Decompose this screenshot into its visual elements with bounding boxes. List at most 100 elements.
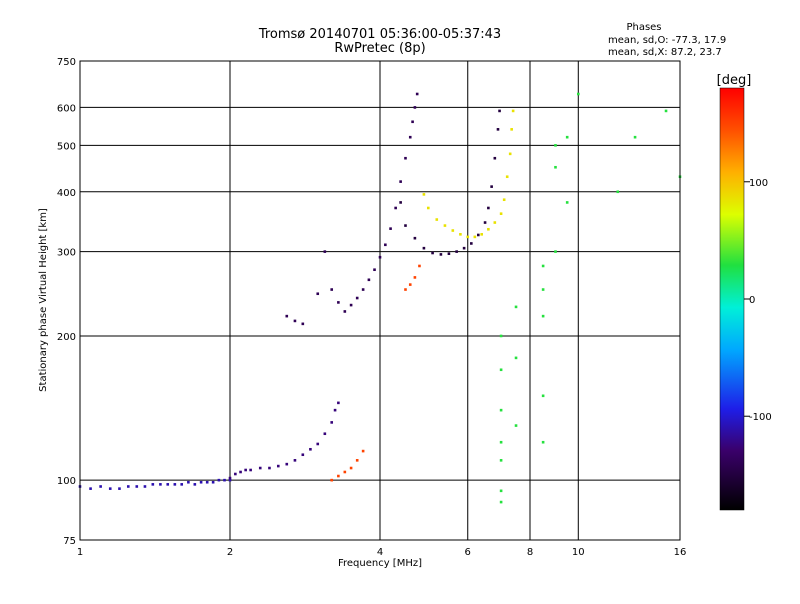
- data-point: [159, 483, 162, 486]
- data-point: [356, 459, 359, 462]
- data-point: [174, 483, 177, 486]
- colorbar-ticks: 1000-100: [744, 178, 772, 423]
- data-point: [285, 315, 288, 318]
- data-point: [309, 448, 312, 451]
- data-point: [350, 467, 353, 470]
- colorbar-label: [deg]: [717, 73, 752, 88]
- y-tick-label: 200: [57, 332, 76, 343]
- series-3: [399, 110, 501, 256]
- colorbar-gradient: [720, 88, 744, 510]
- data-point: [166, 483, 169, 486]
- data-point: [118, 487, 121, 490]
- data-point: [616, 190, 619, 193]
- data-point: [634, 136, 637, 139]
- y-tick-label: 400: [57, 188, 76, 199]
- data-point: [259, 467, 262, 470]
- data-point: [506, 175, 509, 178]
- data-point: [427, 207, 430, 210]
- data-point: [212, 481, 215, 484]
- data-point: [152, 483, 155, 486]
- data-point: [431, 252, 434, 255]
- data-point: [356, 297, 359, 300]
- data-point: [330, 288, 333, 291]
- data-point: [498, 110, 501, 113]
- data-point: [542, 265, 545, 268]
- data-point: [500, 490, 503, 493]
- series-5: [330, 265, 420, 482]
- data-point: [294, 320, 297, 323]
- data-point: [455, 250, 458, 253]
- data-point: [435, 218, 438, 221]
- data-point: [577, 93, 580, 96]
- data-point: [542, 315, 545, 318]
- data-point: [542, 395, 545, 398]
- grid-lines: [80, 61, 680, 540]
- data-point: [503, 198, 506, 201]
- data-point: [239, 471, 242, 474]
- y-tick-label: 300: [57, 248, 76, 259]
- data-point: [409, 283, 412, 286]
- data-point: [414, 237, 417, 240]
- colorbar-tick-label: -100: [749, 412, 772, 423]
- data-point: [399, 180, 402, 183]
- data-point: [394, 207, 397, 210]
- x-tick-label: 1: [77, 547, 83, 558]
- data-point: [302, 453, 305, 456]
- data-point: [500, 335, 503, 338]
- data-point: [294, 459, 297, 462]
- data-point: [466, 236, 469, 239]
- data-point: [484, 221, 487, 224]
- data-point: [477, 234, 480, 237]
- data-point: [404, 157, 407, 160]
- x-tick-label: 8: [527, 547, 533, 558]
- y-axis-label: Stationary phase Virtual Height [km]: [38, 208, 49, 392]
- data-point: [409, 136, 412, 139]
- data-point: [463, 247, 466, 250]
- data-point: [500, 409, 503, 412]
- data-point: [404, 288, 407, 291]
- data-point: [411, 120, 414, 123]
- data-point: [362, 450, 365, 453]
- x-tick-labels: 1 2 4 6 8 10 16: [77, 547, 687, 558]
- data-point: [344, 471, 347, 474]
- data-point: [515, 424, 518, 427]
- data-point: [665, 110, 668, 113]
- ionogram-figure: 1 2 4 6 8 10 16 75 100 200 300 400 500 600 750 Tromsø…: [0, 0, 800, 600]
- data-point: [194, 483, 197, 486]
- data-point: [487, 207, 490, 210]
- data-point: [452, 229, 455, 232]
- data-point: [414, 106, 417, 109]
- data-point: [337, 301, 340, 304]
- y-tick-labels: 75 100 200 300 400 500 600 750: [57, 57, 76, 547]
- y-tick-label: 100: [57, 476, 76, 487]
- data-point: [500, 368, 503, 371]
- data-point: [350, 304, 353, 307]
- data-point: [418, 265, 421, 268]
- data-point: [444, 224, 447, 227]
- x-tick-label: 2: [227, 547, 233, 558]
- colorbar-tick-label: 0: [749, 295, 755, 306]
- x-tick-label: 10: [572, 547, 585, 558]
- data-point: [187, 481, 190, 484]
- data-point: [423, 247, 426, 250]
- data-point: [509, 153, 512, 156]
- data-point: [135, 485, 138, 488]
- data-point: [218, 479, 221, 482]
- data-point: [494, 157, 497, 160]
- data-point: [330, 479, 333, 482]
- data-point: [554, 250, 557, 253]
- data-point: [324, 250, 327, 253]
- data-point: [510, 128, 513, 131]
- data-point: [515, 306, 518, 309]
- colorbar: [deg] 100 0 -100: [717, 73, 772, 510]
- data-point: [144, 485, 147, 488]
- data-point: [500, 441, 503, 444]
- data-point: [389, 227, 392, 230]
- data-point: [542, 288, 545, 291]
- data-point: [459, 233, 462, 236]
- data-point: [414, 276, 417, 279]
- series-1: [229, 402, 340, 480]
- data-point: [515, 357, 518, 360]
- series-2: [285, 93, 418, 325]
- data-point: [277, 465, 280, 468]
